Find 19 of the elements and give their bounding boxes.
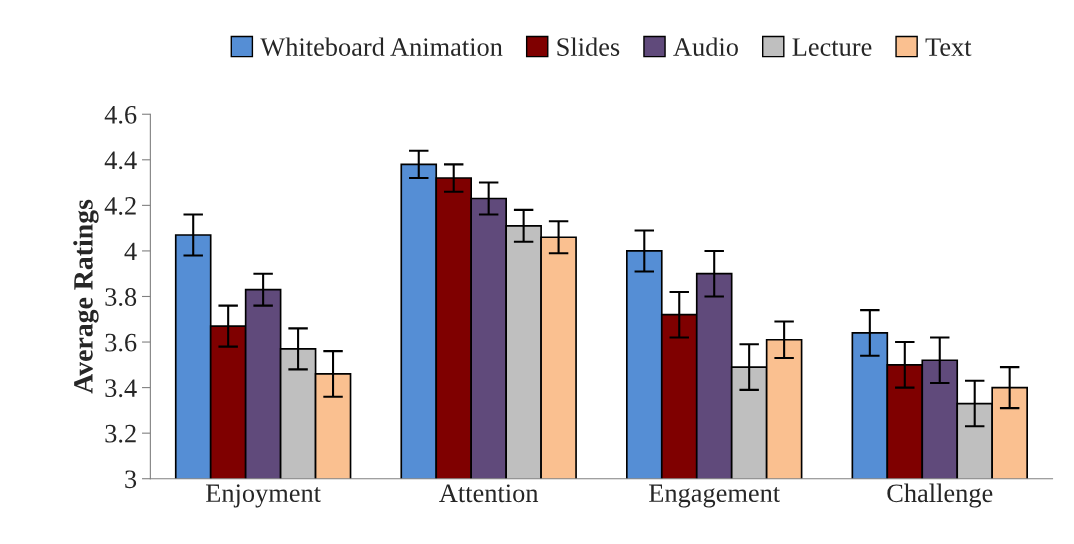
legend-label: Audio	[673, 37, 738, 56]
y-tick-label: 4	[124, 242, 137, 261]
y-tick-label: 3.8	[105, 288, 137, 307]
x-tick-label: Challenge	[887, 483, 993, 508]
legend-label: Whiteboard Animation	[260, 37, 503, 57]
legend-label: Text	[925, 38, 972, 56]
y-tick-label: 3	[125, 470, 137, 489]
legend-label: Slides	[557, 37, 620, 56]
y-tick-label: 4.6	[104, 105, 137, 124]
x-tick-label: Attention	[439, 484, 539, 503]
y-tick-label: 3.4	[105, 379, 137, 398]
y-tick-label: 4.2	[104, 197, 136, 215]
y-tick-label: 4.4	[104, 151, 137, 170]
x-tick-label: Enjoyment	[205, 484, 321, 508]
x-tick-label: Engagement	[649, 484, 780, 508]
legend-label: Lecture	[792, 38, 872, 56]
y-axis-title: Average Ratings	[73, 199, 99, 394]
y-tick-label: 3.2	[105, 424, 136, 443]
y-tick-label: 3.6	[105, 333, 137, 352]
